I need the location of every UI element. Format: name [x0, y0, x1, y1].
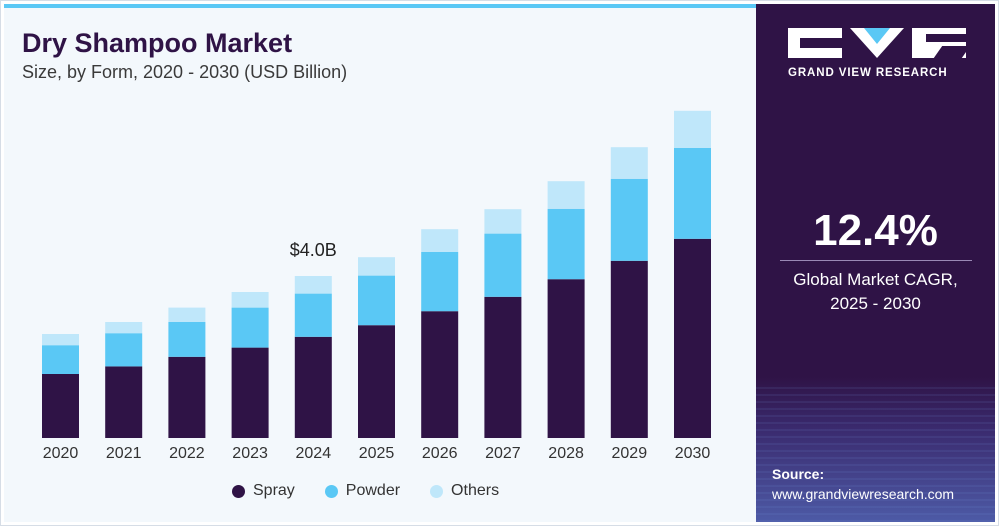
chart-subtitle: Size, by Form, 2020 - 2030 (USD Billion): [22, 62, 348, 82]
bar-spray-2028: [547, 279, 585, 438]
bar-others-2027: [484, 209, 522, 234]
source-label: Source:: [772, 466, 825, 482]
logo-g-shape-icon: [788, 28, 842, 58]
x-tick-label-2025: 2025: [359, 445, 395, 462]
bar-spray-2026: [421, 311, 459, 438]
bar-spray-2025: [358, 325, 395, 438]
cagr-label-line1: Global Market CAGR,: [793, 270, 958, 289]
legend-item-powder: Powder: [324, 482, 401, 500]
decorative-wave: [756, 384, 995, 522]
bar-powder-2022: [168, 322, 206, 357]
cagr-divider: [780, 260, 972, 261]
bar-spray-2027: [484, 296, 522, 438]
legend-label-spray: Spray: [253, 482, 295, 499]
x-tick-label-2021: 2021: [106, 445, 142, 462]
bar-others-2030: [674, 110, 711, 148]
legend-label-others: Others: [451, 482, 500, 499]
x-tick-label-2020: 2020: [43, 445, 79, 462]
bar-spray-2023: [231, 347, 269, 438]
x-tick-label-2026: 2026: [422, 445, 458, 462]
bar-spray-2029: [610, 260, 648, 438]
legend-item-others: Others: [430, 482, 499, 500]
x-tick-label-2027: 2027: [485, 445, 521, 462]
bar-powder-2030: [674, 148, 711, 239]
logo-r-shape-icon: [912, 28, 966, 58]
data-label-2024: $4.0B: [290, 240, 337, 260]
x-tick-label-2028: 2028: [548, 445, 584, 462]
logo-mark: [788, 28, 968, 58]
x-tick-label-2022: 2022: [169, 445, 205, 462]
legend-swatch-powder: [324, 484, 338, 498]
bar-spray-2020: [42, 374, 79, 438]
cagr-value: 12.4%: [813, 206, 938, 255]
legend-label-powder: Powder: [345, 482, 401, 499]
x-tick-label-2024: 2024: [296, 445, 332, 462]
bar-others-2022: [168, 307, 206, 322]
chart-legend: Spray Powder Others: [232, 482, 499, 500]
bar-powder-2028: [547, 208, 585, 280]
stacked-bar-chart: 2020 2021 2022 2023 2024 2025 2026 2027 2028 2029…: [42, 110, 711, 462]
bar-others-2021: [105, 322, 143, 334]
bar-powder-2021: [105, 333, 143, 367]
bar-powder-2026: [421, 252, 459, 312]
x-tick-label-2030: 2030: [675, 445, 711, 462]
bar-spray-2021: [105, 366, 143, 438]
info-sidebar: [756, 4, 995, 522]
bar-spray-2024: [294, 336, 332, 438]
source-note: Source: www.grandviewresearch.com: [772, 464, 954, 504]
bar-others-2023: [231, 292, 269, 308]
cagr-label-line2: 2025 - 2030: [830, 294, 921, 313]
logo-v-shape-icon: [850, 28, 904, 58]
bar-others-2024: [294, 276, 332, 294]
bar-spray-2022: [168, 356, 206, 438]
source-url: www.grandviewresearch.com: [772, 486, 955, 502]
bar-powder-2020: [42, 345, 79, 374]
chart-title: Dry Shampoo Market: [22, 28, 293, 58]
bar-others-2025: [358, 257, 395, 276]
bar-spray-2030: [674, 238, 711, 438]
bar-others-2026: [421, 229, 459, 252]
x-tick-label-2023: 2023: [232, 445, 268, 462]
bar-powder-2023: [231, 307, 269, 348]
legend-item-spray: Spray: [232, 482, 295, 500]
bar-powder-2027: [484, 233, 522, 297]
bar-powder-2024: [294, 293, 332, 337]
bar-others-2020: [42, 334, 79, 346]
logo-text: GRAND VIEW RESEARCH: [788, 67, 948, 79]
bar-powder-2025: [358, 275, 395, 326]
legend-swatch-others: [430, 484, 444, 498]
cagr-label: Global Market CAGR, 2025 - 2030: [756, 268, 995, 316]
bar-others-2028: [547, 181, 585, 209]
x-tick-label-2029: 2029: [612, 445, 648, 462]
brand-logo: GRAND VIEW RESEARCH: [788, 28, 968, 79]
legend-swatch-spray: [232, 484, 245, 498]
bar-others-2029: [610, 147, 648, 179]
bar-powder-2029: [610, 178, 648, 261]
